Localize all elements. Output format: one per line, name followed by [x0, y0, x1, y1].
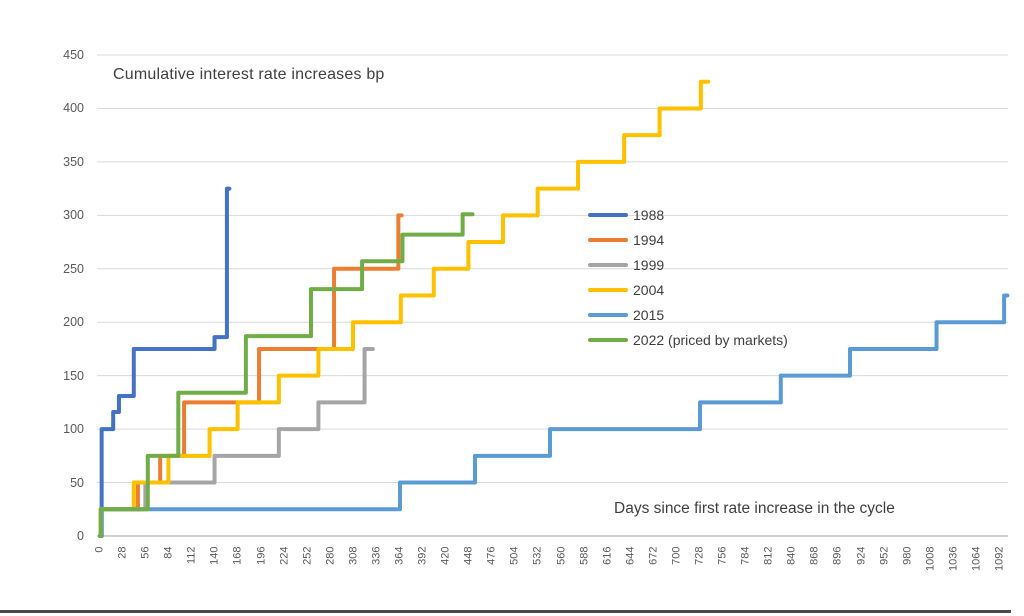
y-tick-label: 100 — [63, 422, 84, 437]
x-tick-label: 364 — [393, 546, 406, 565]
x-tick-label: 644 — [624, 546, 637, 565]
legend-color-dash — [588, 337, 628, 342]
y-tick-label: 250 — [63, 261, 84, 276]
x-tick-label: 868 — [808, 546, 821, 565]
x-tick-label: 980 — [901, 546, 914, 565]
x-tick-label: 140 — [208, 546, 221, 565]
x-tick-label: 336 — [370, 546, 383, 565]
x-tick-label: 448 — [462, 546, 475, 565]
x-tick-label: 1092 — [993, 546, 1006, 571]
y-tick-label: 450 — [63, 48, 84, 62]
legend-label: 1994 — [633, 231, 665, 248]
x-tick-label: 56 — [139, 546, 152, 559]
x-tick-label: 756 — [716, 546, 729, 565]
y-tick-label: 350 — [63, 154, 84, 169]
y-tick-label: 0 — [77, 529, 84, 543]
x-tick-label: 812 — [762, 546, 775, 565]
screenshot-bottom-border — [0, 610, 1011, 613]
x-axis-title: Days since first rate increase in the cy… — [614, 500, 895, 517]
x-tick-label: 504 — [508, 546, 521, 565]
chart-legend: 1988 1994 1999 2004 2015 2022 (priced by mark… — [588, 202, 788, 352]
x-tick-label: 84 — [162, 546, 175, 559]
x-tick-label: 840 — [785, 546, 798, 565]
legend-item-2004: 2004 — [588, 277, 788, 302]
x-tick-label: 476 — [485, 546, 498, 565]
legend-item-1999: 1999 — [588, 252, 788, 277]
x-tick-label: 0 — [93, 546, 106, 553]
series-line-1988 — [98, 186, 232, 538]
x-tick-label: 728 — [693, 546, 706, 565]
y-tick-label: 150 — [63, 368, 84, 383]
x-tick-label: 28 — [116, 546, 129, 559]
legend-item-1994: 1994 — [588, 227, 788, 252]
y-tick-label: 50 — [70, 475, 84, 490]
x-tick-label: 308 — [347, 546, 360, 565]
legend-label: 1988 — [633, 206, 665, 223]
legend-color-dash — [588, 312, 628, 317]
chart-title: Cumulative interest rate increases bp — [113, 66, 385, 83]
x-tick-label: 672 — [647, 546, 660, 565]
series-line-2004 — [98, 79, 711, 538]
legend-label: 2004 — [633, 281, 665, 298]
x-tick-label: 280 — [324, 546, 337, 565]
legend-label: 1999 — [633, 256, 665, 273]
x-tick-label: 224 — [278, 546, 291, 565]
x-tick-label: 112 — [185, 546, 198, 565]
x-tick-label: 588 — [578, 546, 591, 565]
x-tick-label: 392 — [416, 546, 429, 565]
x-tick-label: 924 — [855, 546, 868, 565]
legend-color-dash — [588, 262, 628, 267]
x-tick-label: 616 — [601, 546, 614, 565]
x-tick-label: 532 — [531, 546, 544, 565]
x-tick-label: 1064 — [970, 546, 983, 571]
x-tick-label: 252 — [301, 546, 314, 565]
legend-item-2022: 2022 (priced by markets) — [588, 327, 788, 352]
x-tick-label: 952 — [878, 546, 891, 565]
x-tick-label: 784 — [739, 546, 752, 565]
legend-item-2015: 2015 — [588, 302, 788, 327]
legend-color-dash — [588, 212, 628, 217]
x-tick-label: 420 — [439, 546, 452, 565]
y-tick-label: 200 — [63, 315, 84, 330]
x-tick-label: 196 — [255, 546, 268, 565]
legend-color-dash — [588, 237, 628, 242]
legend-item-1988: 1988 — [588, 202, 788, 227]
legend-color-dash — [588, 287, 628, 292]
series-line-2022 — [98, 212, 475, 538]
x-tick-label: 560 — [555, 546, 568, 565]
x-tick-label: 168 — [231, 546, 244, 565]
x-tick-label: 1008 — [924, 546, 937, 571]
y-tick-label: 400 — [63, 101, 84, 116]
x-tick-label: 1036 — [947, 546, 960, 571]
x-tick-label: 700 — [670, 546, 683, 565]
x-tick-label: 896 — [831, 546, 844, 565]
series-line-2015 — [98, 293, 1010, 538]
legend-label: 2015 — [633, 306, 665, 323]
legend-label: 2022 (priced by markets) — [633, 331, 788, 348]
y-tick-label: 300 — [63, 208, 84, 223]
